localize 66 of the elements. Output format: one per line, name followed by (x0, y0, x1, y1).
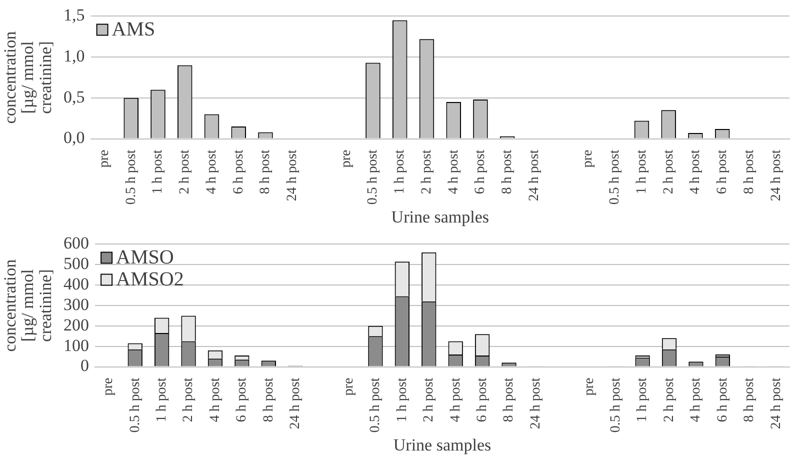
x-tick-label: 8 h post (502, 378, 517, 422)
x-tick-label: 4 h post (208, 378, 223, 422)
x-tick-label: pre (338, 150, 354, 168)
x-tick-label: 6 h post (473, 150, 488, 194)
x-tick-label: 0.5 h post (608, 378, 624, 433)
x-tick-label: 24 h post (528, 378, 544, 430)
x-tick-label: 0.5 h post (128, 378, 143, 433)
x-tick-label: 0.5 h post (608, 150, 623, 205)
x-tick-label: pre (341, 378, 356, 396)
legend-label: AMS (112, 18, 156, 40)
x-tick-label: 2 h post (419, 150, 434, 194)
x-tick-label: 2 h post (422, 378, 437, 422)
x-tick-label: 4 h post (688, 150, 704, 194)
y-axis-title: concentration [µg/ mmol creatinine] (0, 30, 56, 124)
y-tick-label: 500 (64, 254, 90, 274)
y-tick-label: 400 (64, 274, 90, 294)
x-tick-label: 6 h post (474, 378, 490, 422)
x-tick-label: pre (580, 150, 596, 168)
x-tick-label: 1 h post (392, 150, 408, 194)
x-tick-label: pre (582, 378, 597, 396)
x-tick-label: 24 h post (768, 378, 784, 430)
x-tick-label: 4 h post (448, 378, 464, 422)
x-tick-label: 8 h post (742, 150, 757, 194)
x-tick-label: 24 h post (768, 150, 784, 202)
x-tick-label: 2 h post (662, 378, 677, 422)
x-tick-label: 24 h post (288, 378, 304, 430)
x-tick-label: 1 h post (634, 150, 650, 194)
x-tick-label: 24 h post (285, 150, 300, 202)
x-tick-label: 1 h post (635, 378, 650, 422)
x-tick-label: 2 h post (178, 150, 193, 194)
x-tick-label: 6 h post (715, 378, 730, 422)
y-tick-label: 300 (64, 294, 90, 314)
x-tick-label: 8 h post (500, 150, 516, 194)
x-tick-label: 0.5 h post (366, 150, 381, 205)
x-tick-label: 1 h post (394, 378, 410, 422)
y-tick-label: 0,0 (64, 128, 85, 148)
y-tick-label: 1,5 (64, 6, 85, 25)
x-axis-title: Urine samples (391, 207, 490, 226)
x-tick-label: 1 h post (154, 378, 170, 422)
legend-label: AMSO (116, 246, 174, 268)
legend-label: AMSO2 (116, 268, 184, 290)
y-tick-label: 1,0 (64, 46, 85, 66)
x-tick-label: 2 h post (661, 150, 676, 194)
x-tick-label: 0.5 h post (368, 378, 384, 433)
y-tick-label: 0,5 (64, 87, 85, 106)
x-tick-label: 6 h post (231, 150, 246, 194)
y-axis-title: concentration [µg/ mmol creatinine] (0, 258, 56, 352)
x-tick-label: 6 h post (715, 150, 730, 194)
y-tick-label: 0 (80, 356, 90, 376)
x-tick-label: 8 h post (258, 150, 274, 194)
y-tick-label: 600 (64, 234, 90, 253)
y-tick-label: 200 (64, 315, 90, 334)
x-tick-label: 6 h post (234, 378, 250, 422)
x-tick-label: 0.5 h post (124, 150, 139, 205)
x-tick-label: pre (101, 378, 116, 396)
x-tick-label: pre (96, 150, 112, 168)
x-tick-label: 4 h post (204, 150, 220, 194)
x-tick-label: 8 h post (261, 378, 276, 422)
x-tick-label: 24 h post (526, 150, 542, 202)
x-axis-title: Urine samples (393, 435, 492, 454)
x-tick-label: 2 h post (181, 378, 196, 422)
x-tick-label: 8 h post (742, 378, 758, 422)
x-tick-label: 4 h post (688, 378, 704, 422)
y-tick-label: 100 (64, 336, 90, 355)
x-tick-label: 4 h post (446, 150, 462, 194)
x-tick-label: 1 h post (150, 150, 166, 194)
